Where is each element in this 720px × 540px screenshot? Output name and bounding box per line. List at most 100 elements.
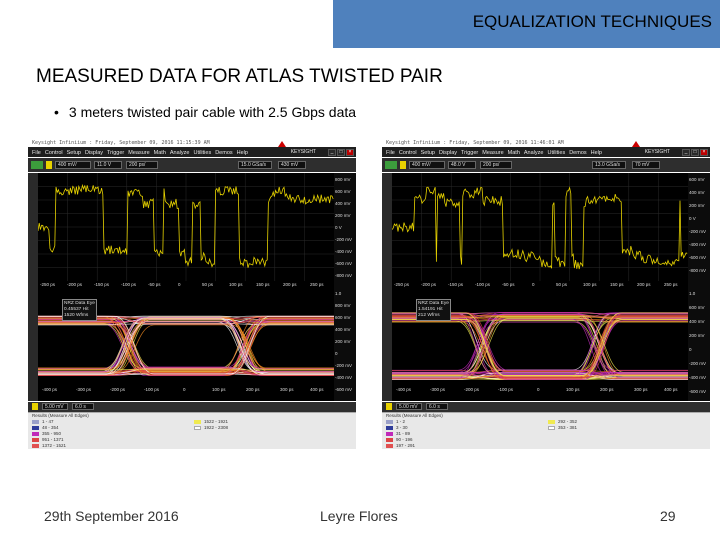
menu-display[interactable]: Display — [84, 150, 104, 156]
timebase[interactable]: 200 ps/ — [126, 161, 158, 169]
eye-trace — [38, 319, 334, 370]
x-tick: -300 ps — [430, 387, 446, 392]
legend-entry: 1 - 2 — [386, 419, 405, 425]
brand-name: KEYSIGHT — [644, 149, 670, 155]
eye-trace — [392, 318, 688, 371]
bullet-text: 3 meters twisted pair cable with 2.5 Gbp… — [68, 104, 357, 120]
channel1-indicator-icon[interactable] — [400, 161, 406, 169]
menu-help[interactable]: Help — [236, 150, 248, 156]
bullet-point: • 3 meters twisted pair cable with 2.5 Gb… — [54, 104, 356, 120]
y-tick: 600 mV — [335, 189, 351, 194]
header-band: EQUALIZATION TECHNIQUES — [333, 0, 720, 48]
menu-control[interactable]: Control — [44, 150, 63, 156]
timebase[interactable]: 200 ps/ — [480, 161, 512, 169]
run-stop-icon[interactable] — [31, 161, 43, 169]
eye-trace — [392, 373, 688, 376]
x-tick: 0 — [183, 387, 186, 392]
legend-entry: 1 - 47 — [32, 419, 54, 425]
x-tick: 100 ps — [583, 282, 597, 287]
legend-range: 353 - 381 — [558, 425, 578, 430]
menu-analyze[interactable]: Analyze — [523, 150, 544, 156]
legend-range: 1372 - 1521 — [42, 443, 67, 448]
maximize-icon[interactable]: □ — [337, 149, 345, 156]
x-tick: -150 ps — [94, 282, 110, 287]
trigger-level[interactable]: 430 mV — [278, 161, 306, 169]
bottom-position[interactable]: 6.0 s — [72, 403, 94, 410]
y-tick: 400 mV — [335, 327, 351, 332]
menu-trigger[interactable]: Trigger — [461, 150, 479, 156]
eye-trace — [392, 316, 688, 379]
footer-page-number: 29 — [660, 508, 676, 524]
results-panel: Results (Measure All Edges) 1 - 47 48 - … — [28, 412, 356, 449]
menu-measure[interactable]: Measure — [128, 150, 150, 156]
bottom-position[interactable]: 6.0 s — [426, 403, 448, 410]
eye-trace — [392, 312, 688, 379]
oscilloscope-screenshot-1: Keysight Infiniium : Friday, September 0… — [28, 140, 356, 449]
legend-range: 197 - 291 — [396, 443, 416, 448]
menu-utilities[interactable]: Utilities — [193, 150, 212, 156]
y-tick: -200 mV — [335, 363, 353, 368]
sample-rate[interactable]: 15.0 GSa/s — [238, 161, 272, 169]
eye-trace — [392, 316, 688, 378]
channel1-indicator-icon[interactable] — [46, 161, 52, 169]
menu-setup[interactable]: Setup — [420, 150, 435, 156]
close-icon[interactable]: × — [346, 149, 354, 156]
y-tick: 1.0 — [335, 291, 342, 296]
menu-measure[interactable]: Measure — [482, 150, 504, 156]
close-icon[interactable]: × — [700, 149, 708, 156]
legend-entry: 292 - 352 — [548, 419, 577, 425]
channel-scale[interactable]: 400 mV/ — [55, 161, 91, 169]
menu-trigger[interactable]: Trigger — [107, 150, 125, 156]
y-tick: 0 V — [689, 216, 696, 221]
bottom-scale[interactable]: 5.00 mV — [396, 403, 422, 410]
menu-analyze[interactable]: Analyze — [169, 150, 190, 156]
bullet-dot-icon: • — [54, 104, 59, 120]
eye-trace — [392, 319, 688, 377]
y-tick: -200 mV — [335, 237, 353, 242]
scope-titlebar — [382, 147, 710, 157]
y-tick: -400 mV — [689, 375, 707, 380]
y-tick: 200 mV — [689, 333, 705, 338]
legend-range: 951 - 1371 — [42, 437, 64, 442]
legend-range: 1922 - 2308 — [204, 425, 229, 430]
menu-help[interactable]: Help — [590, 150, 602, 156]
legend-range: 355 - 950 — [42, 431, 62, 436]
eye-trace — [392, 319, 688, 376]
minimize-icon[interactable]: _ — [328, 149, 336, 156]
menu-display[interactable]: Display — [438, 150, 458, 156]
channel-offset[interactable]: 11.0 V — [94, 161, 122, 169]
channel-indicator-icon[interactable] — [32, 403, 38, 410]
eye-trace — [392, 312, 688, 380]
menu-file[interactable]: File — [386, 150, 395, 156]
scope-display: NRZ Data Eye 1.54191 Hit 212 Wfms — [392, 173, 688, 401]
channel-scale[interactable]: 400 mV/ — [409, 161, 445, 169]
menu-demos[interactable]: Demos — [215, 150, 233, 156]
menu-math[interactable]: Math — [507, 150, 520, 156]
minimize-icon[interactable]: _ — [682, 149, 690, 156]
run-stop-icon[interactable] — [385, 161, 397, 169]
sample-rate[interactable]: 13.0 GSa/s — [592, 161, 626, 169]
bottom-scale[interactable]: 5.00 mV — [42, 403, 68, 410]
channel-indicator-icon[interactable] — [386, 403, 392, 410]
x-tick: 50 ps — [202, 282, 214, 287]
menu-utilities[interactable]: Utilities — [547, 150, 566, 156]
menu-control[interactable]: Control — [398, 150, 417, 156]
legend-entry: 355 - 950 — [32, 431, 61, 437]
eye-trace — [392, 313, 688, 378]
channel-offset[interactable]: 48.0 V — [448, 161, 476, 169]
y-tick: 400 mV — [689, 319, 705, 324]
legend-entry: 1522 - 1921 — [194, 419, 228, 425]
waveform-trace — [392, 173, 688, 281]
eye-trace — [38, 318, 334, 374]
y-tick: -800 mV — [689, 268, 707, 273]
eye-trace — [38, 317, 334, 371]
maximize-icon[interactable]: □ — [691, 149, 699, 156]
eye-trace — [38, 321, 334, 370]
eye-trace — [392, 314, 688, 378]
menu-demos[interactable]: Demos — [569, 150, 587, 156]
menu-file[interactable]: File — [32, 150, 41, 156]
eye-measurement-box: NRZ Data Eye 0.45537 Hit 1520 Wfms — [62, 299, 97, 321]
menu-setup[interactable]: Setup — [66, 150, 81, 156]
trigger-level[interactable]: 70 mV — [632, 161, 660, 169]
menu-math[interactable]: Math — [153, 150, 166, 156]
